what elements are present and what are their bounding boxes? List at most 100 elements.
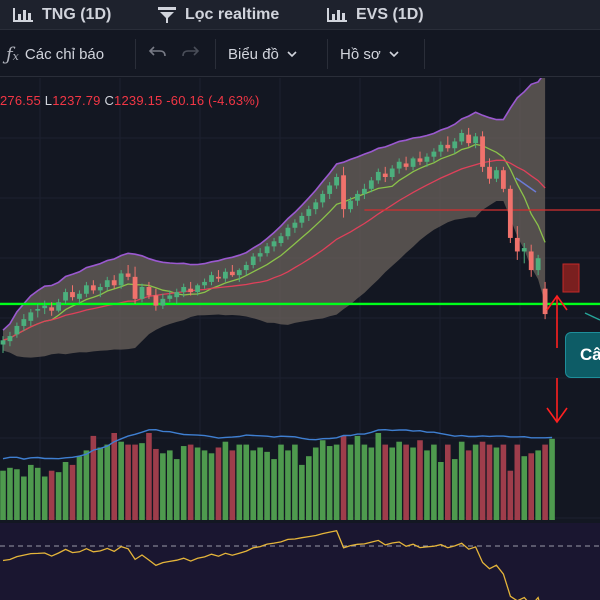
tab-bar: TNG (1D) Lọc realtime EVS (1D) bbox=[0, 0, 600, 30]
volume-bar bbox=[257, 447, 263, 520]
volume-bar bbox=[486, 444, 493, 520]
volume-bar bbox=[229, 450, 236, 520]
candle-body bbox=[202, 281, 207, 286]
volume-bar bbox=[167, 450, 173, 520]
volume-bar bbox=[521, 456, 528, 520]
low-key: L bbox=[44, 93, 53, 108]
redo-button[interactable] bbox=[181, 31, 201, 77]
indicators-button[interactable]: ƒx Các chỉ báo bbox=[6, 31, 104, 77]
candle-body bbox=[236, 270, 242, 276]
volume-bar bbox=[139, 443, 145, 520]
candle-body bbox=[368, 180, 374, 189]
candle-body bbox=[514, 237, 520, 252]
redo-icon bbox=[181, 43, 201, 65]
price-chart[interactable] bbox=[0, 78, 600, 600]
volume-bar bbox=[500, 444, 507, 520]
candle-body bbox=[223, 271, 228, 279]
volume-bar bbox=[111, 433, 117, 520]
volume-bar bbox=[542, 444, 548, 520]
volume-bar bbox=[34, 467, 41, 520]
candle-body bbox=[209, 275, 214, 282]
oscillator-background bbox=[0, 523, 600, 600]
candle-body bbox=[21, 319, 27, 326]
volume-bar bbox=[69, 464, 76, 520]
volume-bar bbox=[396, 441, 402, 520]
volume-bar bbox=[0, 470, 6, 520]
volume-bar bbox=[451, 459, 458, 520]
profile-menu-label: Hồ sơ bbox=[340, 45, 381, 63]
callout-label[interactable]: Câ bbox=[565, 332, 600, 378]
candle-body bbox=[292, 222, 298, 228]
candle-body bbox=[229, 271, 235, 276]
candle-body bbox=[181, 287, 187, 293]
annotations bbox=[515, 177, 600, 424]
tab-loc-realtime[interactable]: Lọc realtime bbox=[157, 0, 279, 30]
candle-body bbox=[243, 265, 249, 271]
volume-bar bbox=[375, 433, 382, 520]
close-key: C bbox=[104, 93, 115, 108]
candle-body bbox=[195, 285, 200, 293]
candle-body bbox=[327, 185, 333, 194]
volume-bar bbox=[299, 464, 305, 520]
volume-bar bbox=[445, 444, 451, 520]
volume-bar bbox=[14, 469, 20, 520]
projected-candle bbox=[562, 263, 580, 293]
candle-body bbox=[84, 285, 89, 294]
undo-icon bbox=[147, 43, 167, 65]
divider bbox=[327, 39, 328, 69]
candle-body bbox=[49, 307, 55, 311]
moving-average-green bbox=[2, 143, 546, 341]
volume-bar bbox=[333, 444, 340, 520]
volume-bar bbox=[48, 470, 55, 520]
volume-bar bbox=[528, 453, 534, 520]
volume-bar bbox=[361, 444, 368, 520]
trend-arrow bbox=[515, 177, 537, 193]
candle-body bbox=[334, 177, 339, 186]
volume-bar bbox=[146, 433, 152, 520]
chart-menu-button[interactable]: Biểu đồ bbox=[228, 31, 299, 77]
candle-body bbox=[494, 170, 499, 179]
volume-bar bbox=[340, 435, 347, 520]
volume-bar bbox=[118, 441, 124, 520]
candle-body bbox=[264, 246, 270, 254]
candle-body bbox=[403, 163, 409, 167]
candle-body bbox=[28, 312, 34, 321]
volume-bar bbox=[431, 444, 437, 520]
volume-bar bbox=[458, 441, 465, 520]
candle-body bbox=[487, 166, 492, 179]
tab-label: EVS (1D) bbox=[356, 6, 424, 23]
volume-bar bbox=[55, 472, 62, 520]
volume-bar bbox=[153, 448, 159, 520]
tab-tng[interactable]: TNG (1D) bbox=[12, 0, 111, 30]
volume-bar bbox=[292, 444, 298, 520]
candle-body bbox=[424, 156, 430, 162]
volume-bar bbox=[271, 459, 277, 520]
volume-bar bbox=[514, 444, 521, 520]
volume-bar bbox=[28, 464, 34, 520]
volume-bar bbox=[222, 441, 229, 520]
candle-body bbox=[97, 287, 103, 291]
volume-bar bbox=[326, 446, 333, 520]
candle-body bbox=[14, 325, 20, 335]
volume-bar bbox=[479, 441, 486, 520]
candle-body bbox=[466, 134, 472, 144]
oscillator-pane bbox=[0, 523, 600, 600]
volume-bar bbox=[278, 444, 284, 520]
tab-label: TNG (1D) bbox=[42, 6, 112, 23]
chevron-down-icon bbox=[285, 46, 299, 63]
volume-bar bbox=[354, 435, 361, 520]
volume-bar bbox=[507, 470, 514, 520]
volume-bar bbox=[90, 435, 97, 520]
undo-button[interactable] bbox=[147, 31, 167, 77]
candle-body bbox=[396, 161, 402, 169]
candle-body bbox=[132, 276, 138, 299]
candle-body bbox=[382, 173, 388, 177]
candle-body bbox=[42, 305, 48, 309]
oscillator-line bbox=[2, 529, 540, 600]
tab-evs[interactable]: EVS (1D) bbox=[326, 0, 424, 30]
candle-body bbox=[473, 136, 478, 144]
profile-menu-button[interactable]: Hồ sơ bbox=[340, 31, 401, 77]
candle-body bbox=[431, 151, 437, 157]
chart-bars-icon bbox=[12, 6, 34, 24]
volume-bar bbox=[382, 444, 389, 520]
